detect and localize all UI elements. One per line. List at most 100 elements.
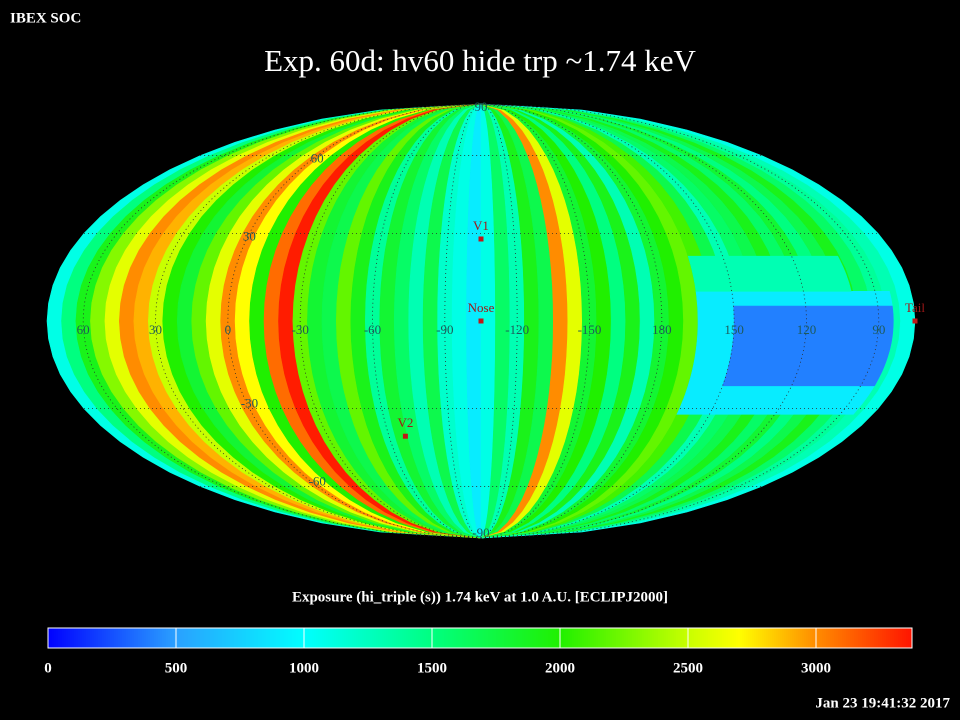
colorbar-swatch bbox=[720, 628, 723, 648]
colorbar-swatch bbox=[60, 628, 63, 648]
colorbar-swatch bbox=[820, 628, 823, 648]
timestamp: Jan 23 19:41:32 2017 bbox=[815, 695, 950, 711]
colorbar-swatch bbox=[266, 628, 269, 648]
colorbar-swatch bbox=[668, 628, 671, 648]
colorbar-swatch bbox=[870, 628, 873, 648]
colorbar-swatch bbox=[794, 628, 797, 648]
colorbar-swatch bbox=[520, 628, 523, 648]
colorbar-swatch bbox=[174, 628, 177, 648]
colorbar-swatch bbox=[420, 628, 423, 648]
marker bbox=[478, 318, 484, 324]
colorbar-swatch bbox=[336, 628, 339, 648]
colorbar-swatch bbox=[568, 628, 571, 648]
colorbar-swatch bbox=[616, 628, 619, 648]
colorbar-swatch bbox=[116, 628, 119, 648]
colorbar-swatch bbox=[182, 628, 185, 648]
colorbar-swatch bbox=[594, 628, 597, 648]
colorbar-swatch bbox=[242, 628, 245, 648]
marker-label: Nose bbox=[468, 300, 495, 315]
colorbar-swatch bbox=[724, 628, 727, 648]
colorbar-swatch bbox=[236, 628, 239, 648]
colorbar-swatch bbox=[498, 628, 501, 648]
lat-label: -90 bbox=[472, 525, 489, 540]
colorbar-swatch bbox=[334, 628, 337, 648]
colorbar-swatch bbox=[532, 628, 535, 648]
lat-label: 30 bbox=[243, 228, 256, 243]
colorbar-swatch bbox=[660, 628, 663, 648]
colorbar-swatch bbox=[340, 628, 343, 648]
colorbar-swatch bbox=[526, 628, 529, 648]
colorbar-swatch bbox=[356, 628, 359, 648]
colorbar-swatch bbox=[64, 628, 67, 648]
colorbar-swatch bbox=[536, 628, 539, 648]
colorbar-swatch bbox=[264, 628, 267, 648]
colorbar-swatch bbox=[784, 628, 787, 648]
colorbar-swatch bbox=[224, 628, 227, 648]
colorbar-swatch bbox=[312, 628, 315, 648]
colorbar-swatch bbox=[160, 628, 163, 648]
colorbar-swatch bbox=[454, 628, 457, 648]
colorbar-swatch bbox=[592, 628, 595, 648]
colorbar-swatch bbox=[190, 628, 193, 648]
colorbar-swatch bbox=[852, 628, 855, 648]
colorbar-swatch bbox=[404, 628, 407, 648]
colorbar-swatch bbox=[654, 628, 657, 648]
colorbar-swatch bbox=[344, 628, 347, 648]
colorbar-swatch bbox=[708, 628, 711, 648]
colorbar-swatch bbox=[204, 628, 207, 648]
colorbar-swatch bbox=[516, 628, 519, 648]
colorbar-swatch bbox=[892, 628, 895, 648]
colorbar-swatch bbox=[610, 628, 613, 648]
colorbar-swatch bbox=[812, 628, 815, 648]
colorbar-swatch bbox=[554, 628, 557, 648]
header: IBEX SOC bbox=[10, 10, 81, 26]
colorbar-swatch bbox=[128, 628, 131, 648]
colorbar-swatch bbox=[218, 628, 221, 648]
colorbar-swatch bbox=[836, 628, 839, 648]
colorbar-swatch bbox=[58, 628, 61, 648]
colorbar-swatch bbox=[90, 628, 93, 648]
marker bbox=[478, 236, 484, 242]
colorbar-swatch bbox=[808, 628, 811, 648]
colorbar-tick-label: 2500 bbox=[673, 660, 703, 676]
colorbar-swatch bbox=[882, 628, 885, 648]
colorbar-swatch bbox=[774, 628, 777, 648]
colorbar-swatch bbox=[154, 628, 157, 648]
colorbar-swatch bbox=[598, 628, 601, 648]
colorbar-swatch bbox=[170, 628, 173, 648]
colorbar-swatch bbox=[184, 628, 187, 648]
colorbar-swatch bbox=[148, 628, 151, 648]
colorbar-swatch bbox=[630, 628, 633, 648]
colorbar-swatch bbox=[728, 628, 731, 648]
colorbar-swatch bbox=[348, 628, 351, 648]
marker-label: V1 bbox=[473, 218, 489, 233]
colorbar-swatch bbox=[104, 628, 107, 648]
colorbar-swatch bbox=[696, 628, 699, 648]
colorbar-swatch bbox=[830, 628, 833, 648]
colorbar-swatch bbox=[804, 628, 807, 648]
lon-label: -120 bbox=[505, 322, 529, 337]
colorbar-swatch bbox=[328, 628, 331, 648]
colorbar-swatch bbox=[540, 628, 543, 648]
colorbar-swatch bbox=[216, 628, 219, 648]
colorbar-swatch bbox=[888, 628, 891, 648]
colorbar-swatch bbox=[408, 628, 411, 648]
colorbar-swatch bbox=[864, 628, 867, 648]
colorbar-swatch bbox=[260, 628, 263, 648]
colorbar-swatch bbox=[186, 628, 189, 648]
colorbar-swatch bbox=[876, 628, 879, 648]
colorbar-swatch bbox=[780, 628, 783, 648]
exposure-patch bbox=[687, 255, 852, 292]
colorbar-swatch bbox=[478, 628, 481, 648]
colorbar-swatch bbox=[210, 628, 213, 648]
colorbar-swatch bbox=[394, 628, 397, 648]
colorbar-swatch bbox=[468, 628, 471, 648]
colorbar-swatch bbox=[314, 628, 317, 648]
colorbar-swatch bbox=[700, 628, 703, 648]
lon-label: 180 bbox=[652, 322, 672, 337]
colorbar-swatch bbox=[250, 628, 253, 648]
colorbar-swatch bbox=[736, 628, 739, 648]
colorbar-swatch bbox=[632, 628, 635, 648]
colorbar-swatch bbox=[378, 628, 381, 648]
colorbar-swatch bbox=[756, 628, 759, 648]
